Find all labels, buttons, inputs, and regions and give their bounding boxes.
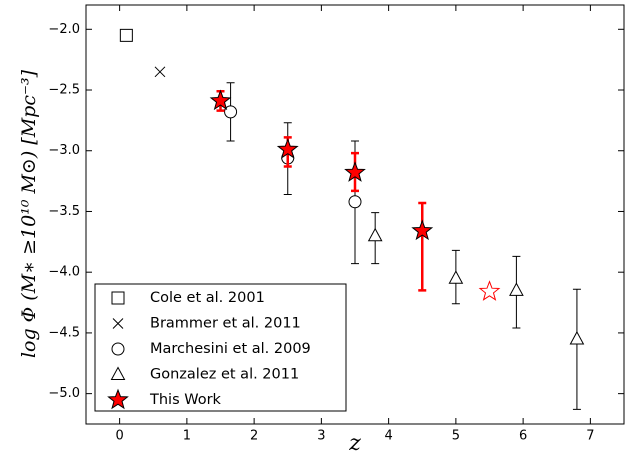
series	[367, 212, 585, 410]
y-axis-label: log Φ (M∗ ≥10¹⁰ M⊙) [Mpc⁻³]	[18, 69, 40, 358]
marker	[276, 138, 299, 159]
series	[154, 66, 166, 78]
legend-box	[94, 283, 347, 412]
error-bar	[572, 288, 581, 410]
legend-label: This Work	[149, 392, 222, 408]
y-tick-label: −4.5	[48, 325, 80, 340]
marker	[367, 227, 383, 242]
marker	[107, 388, 129, 410]
series	[119, 28, 133, 42]
marker	[569, 330, 585, 345]
x-tick-label: 1	[183, 429, 191, 444]
x-tick-label: 6	[519, 429, 527, 444]
x-axis-label: z	[348, 431, 361, 454]
marker	[478, 280, 501, 301]
marker	[209, 89, 232, 111]
marker	[110, 366, 126, 380]
marker	[344, 161, 366, 182]
x-tick-label: 7	[586, 429, 594, 444]
x-tick-label: 3	[317, 429, 325, 444]
x-tick-label: 2	[250, 429, 258, 444]
marker	[509, 282, 524, 296]
y-tick-label: −5.0	[48, 386, 80, 401]
legend-label: Cole et al. 2001	[150, 290, 265, 306]
y-tick-label: −4.0	[48, 265, 80, 280]
y-tick-label: −3.0	[48, 143, 80, 158]
error-bar	[418, 201, 427, 292]
y-tick-label: −2.5	[48, 83, 80, 98]
x-tick-label: 0	[115, 429, 123, 444]
marker	[411, 219, 434, 241]
series	[209, 89, 501, 301]
marker	[111, 342, 125, 356]
x-tick-label: 4	[384, 429, 392, 444]
marker	[111, 291, 125, 305]
y-tick-label: −3.5	[48, 204, 80, 219]
marker	[119, 28, 133, 42]
legend-label: Gonzalez et al. 2011	[150, 367, 299, 383]
legend-label: Marchesini et al. 2009	[150, 341, 311, 357]
x-tick-label: 5	[452, 429, 460, 444]
y-tick-label: −2.0	[48, 22, 80, 37]
legend-label: Brammer et al. 2011	[150, 316, 301, 332]
marker	[154, 66, 166, 78]
marker	[448, 270, 464, 284]
marker	[348, 195, 362, 209]
marker	[112, 318, 124, 329]
marker	[224, 105, 238, 119]
